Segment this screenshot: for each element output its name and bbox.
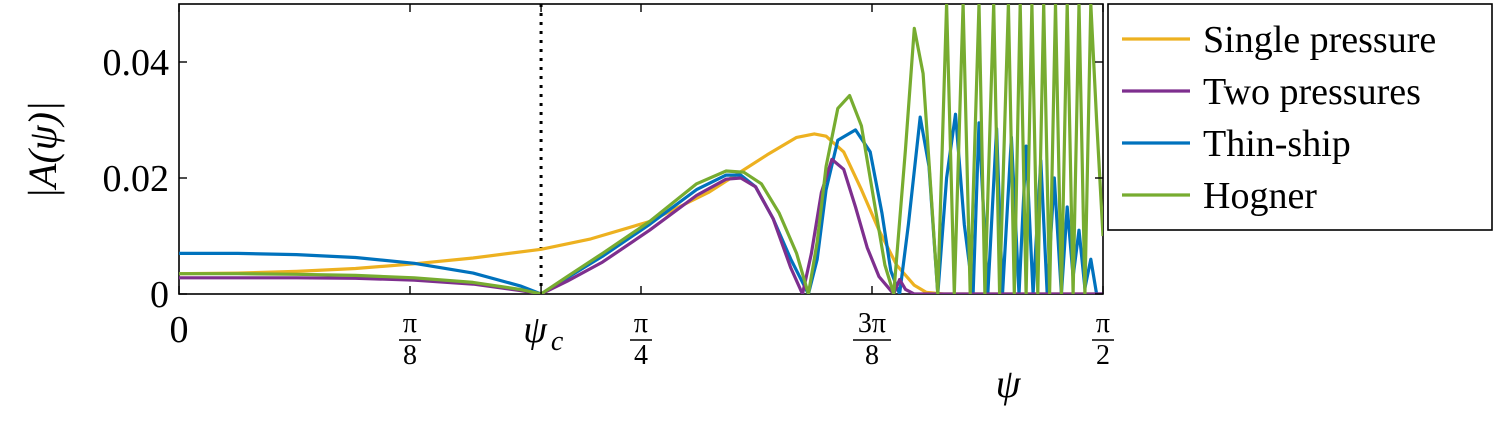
- x-tick-fraction: π2: [1092, 308, 1114, 371]
- x-tick-numerator: π: [634, 308, 648, 339]
- y-tick-label: 0: [150, 274, 169, 316]
- y-tick-label: 0.04: [103, 42, 170, 84]
- x-tick-fraction: π8: [399, 308, 421, 371]
- x-tick-fraction: π4: [630, 308, 652, 371]
- legend-label-thin-ship: Thin-ship: [1203, 123, 1351, 165]
- legend-box: [1107, 3, 1493, 231]
- x-tick-denominator: 8: [403, 340, 417, 371]
- series-line-single-pressure: [179, 132, 1103, 294]
- y-axis-label: |A(ψ)|: [20, 101, 65, 199]
- x-tick-denominator: 8: [865, 340, 879, 371]
- legend: Single pressure Two pressures Thin-ship Hog…: [1107, 3, 1493, 231]
- x-tick-numerator: π: [403, 308, 417, 339]
- x-tick-denominator: 2: [1096, 340, 1110, 371]
- series-line-thin-ship: [179, 112, 1103, 294]
- series-layer: [179, 4, 1103, 294]
- x-tick-label: ψ: [523, 309, 548, 351]
- x-tick-label: 0: [170, 309, 189, 351]
- series-line-hogner: [179, 4, 1103, 294]
- x-tick-numerator: 3π: [858, 308, 886, 339]
- x-tick-fraction: 3π8: [853, 308, 891, 371]
- x-tick-denominator: 4: [634, 340, 648, 371]
- legend-label-hogner: Hogner: [1203, 175, 1317, 217]
- y-tick-label: 0.02: [103, 158, 170, 200]
- legend-label-two-pressures: Two pressures: [1203, 71, 1421, 113]
- y-axis-label-group: |A(ψ)|: [20, 101, 65, 199]
- x-tick-subscript: c: [551, 326, 564, 357]
- x-axis-label: ψ: [996, 361, 1022, 406]
- x-tick-numerator: π: [1096, 308, 1110, 339]
- legend-label-single-pressure: Single pressure: [1203, 19, 1436, 61]
